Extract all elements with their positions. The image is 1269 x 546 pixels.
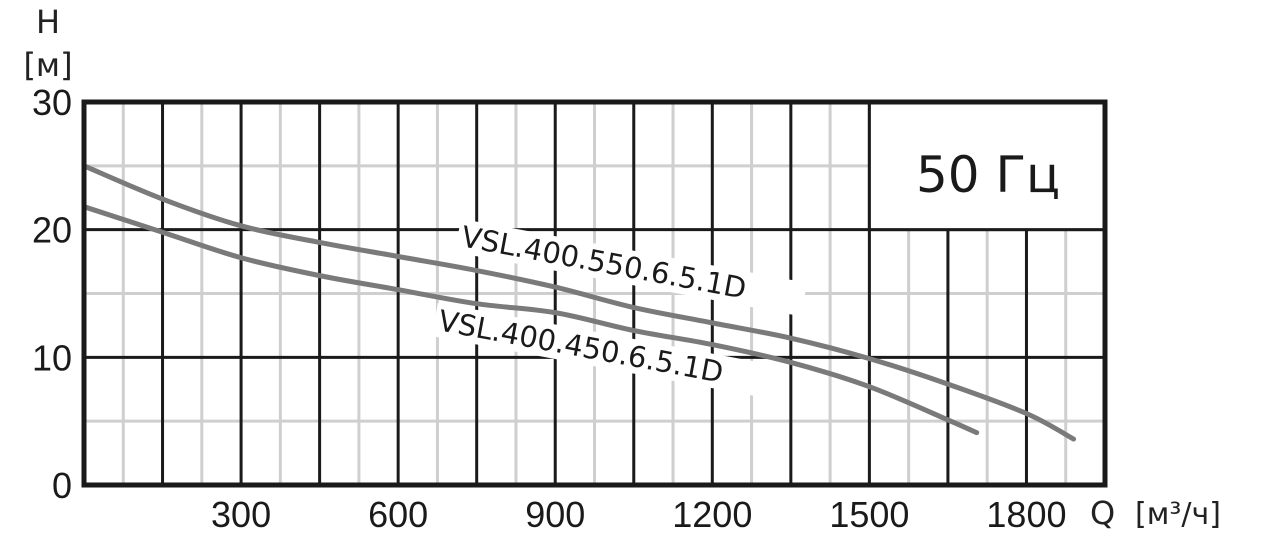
- y-tick-labels: 0 10 20 30: [32, 82, 72, 506]
- y-tick-label: 0: [52, 465, 72, 506]
- plot-frame: [81, 99, 1108, 488]
- x-tick-label: 300: [211, 494, 271, 535]
- y-tick-label: 10: [32, 337, 72, 378]
- frequency-label: 50 Гц: [916, 146, 1060, 204]
- x-axis-symbol: Q: [1090, 494, 1115, 532]
- x-tick-labels: 300 600 900 1200 1500 1800: [211, 494, 1066, 535]
- x-tick-label: 900: [525, 494, 585, 535]
- x-tick-label: 1500: [829, 494, 909, 535]
- curve-label: VSL.400.550.6.5.1D: [454, 218, 808, 317]
- frequency-box: [869, 102, 1105, 230]
- curve-label: VSL.400.450.6.5.1D: [431, 302, 785, 401]
- y-axis-unit: [м]: [23, 46, 72, 84]
- x-tick-label: 1800: [986, 494, 1066, 535]
- y-tick-label: 30: [32, 82, 72, 123]
- y-tick-label: 20: [32, 210, 72, 251]
- x-axis-unit: [м³/ч]: [1135, 497, 1221, 532]
- y-axis-symbol: H: [36, 3, 60, 41]
- curve-VSL.400.450.6.5.1D: [81, 204, 980, 436]
- curve-label-background: [431, 302, 785, 401]
- curve-label-background: [454, 218, 808, 317]
- curve-VSL.400.550.6.5.1D: [81, 163, 1077, 442]
- curves: [81, 163, 1077, 442]
- x-tick-label: 1200: [672, 494, 752, 535]
- x-tick-label: 600: [368, 494, 428, 535]
